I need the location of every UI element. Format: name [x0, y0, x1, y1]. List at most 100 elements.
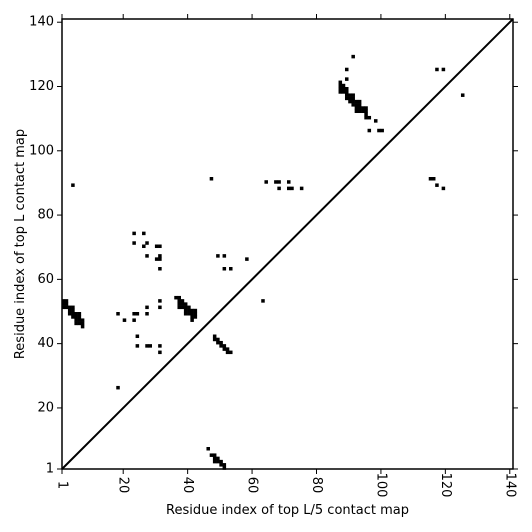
data-point: [354, 106, 359, 110]
data-point: [348, 96, 352, 101]
data-point: [145, 312, 149, 316]
x-axis-label: Residue index of top L/5 contact map: [166, 503, 409, 518]
data-point: [216, 456, 220, 461]
data-point: [158, 350, 162, 355]
data-point: [222, 463, 227, 467]
x-tick-label: 100: [373, 473, 388, 498]
x-tick-label: 140: [502, 473, 517, 498]
data-point: [299, 186, 304, 191]
data-point: [344, 93, 349, 97]
data-point: [80, 324, 85, 329]
x-tick-label: 60: [245, 477, 260, 494]
data-point: [145, 305, 149, 310]
data-point: [460, 93, 465, 97]
data-point: [142, 244, 146, 249]
data-point: [61, 299, 66, 303]
data-point: [338, 87, 343, 91]
data-point: [287, 186, 291, 191]
data-point: [357, 99, 362, 104]
data-point: [435, 67, 439, 72]
data-point: [351, 103, 355, 107]
data-point: [61, 302, 66, 306]
data-point: [377, 128, 381, 133]
data-point: [348, 93, 352, 97]
data-point: [222, 344, 227, 348]
data-point: [183, 308, 188, 313]
data-point: [190, 315, 194, 319]
data-point: [74, 315, 78, 319]
data-point: [64, 302, 69, 306]
data-point: [193, 312, 198, 316]
data-point: [361, 106, 365, 110]
data-point: [132, 318, 136, 322]
data-point: [206, 447, 210, 451]
data-point: [212, 334, 217, 339]
data-point: [135, 312, 140, 316]
data-point: [77, 315, 82, 319]
diagonal-line: [61, 18, 514, 470]
data-point: [435, 183, 439, 187]
data-point: [132, 231, 136, 236]
data-point: [183, 302, 188, 306]
data-point: [354, 99, 359, 104]
data-point: [351, 54, 355, 59]
data-point: [74, 321, 78, 326]
x-tick-label: 80: [309, 477, 324, 494]
data-point: [428, 177, 433, 181]
data-point: [122, 318, 127, 322]
data-point: [177, 305, 181, 310]
data-point: [158, 267, 162, 271]
data-point: [367, 128, 372, 133]
data-point: [290, 186, 294, 191]
data-point: [148, 344, 152, 348]
data-point: [344, 87, 349, 91]
data-point: [71, 183, 75, 187]
data-point: [216, 337, 220, 342]
data-point: [351, 99, 355, 104]
data-point: [245, 257, 249, 261]
data-point: [354, 103, 359, 107]
data-point: [348, 99, 352, 104]
data-point: [277, 186, 281, 191]
data-point: [187, 308, 191, 313]
data-point: [64, 299, 69, 303]
data-point: [71, 312, 75, 316]
data-point: [71, 308, 75, 313]
data-point: [274, 180, 278, 184]
data-point: [364, 106, 368, 110]
data-point: [357, 109, 362, 114]
data-point: [351, 93, 355, 97]
data-point: [158, 244, 162, 249]
data-point: [174, 295, 178, 300]
data-point: [190, 318, 194, 322]
data-point: [74, 312, 78, 316]
data-point: [158, 257, 162, 261]
data-point: [209, 177, 214, 181]
data-point: [145, 241, 149, 245]
data-point: [364, 115, 368, 120]
data-point: [212, 459, 217, 464]
y-tick-label: 140: [29, 15, 54, 30]
data-point: [341, 90, 346, 94]
data-point: [357, 103, 362, 107]
data-point: [222, 347, 227, 351]
data-point: [116, 312, 120, 316]
data-point: [225, 350, 230, 355]
data-point: [216, 340, 220, 345]
data-point: [64, 305, 69, 310]
y-tick-label: 40: [37, 336, 54, 351]
data-point: [71, 315, 75, 319]
data-point: [158, 305, 162, 310]
data-point: [183, 305, 188, 310]
y-axis-label: Residue index of top L contact map: [13, 129, 28, 359]
data-point: [287, 180, 291, 184]
data-point: [187, 305, 191, 310]
data-point: [341, 87, 346, 91]
data-point: [364, 112, 368, 117]
data-point: [216, 254, 220, 258]
y-tick-label: 1: [46, 462, 54, 477]
y-tick-label: 100: [29, 143, 54, 158]
data-point: [116, 385, 120, 390]
data-point: [187, 312, 191, 316]
